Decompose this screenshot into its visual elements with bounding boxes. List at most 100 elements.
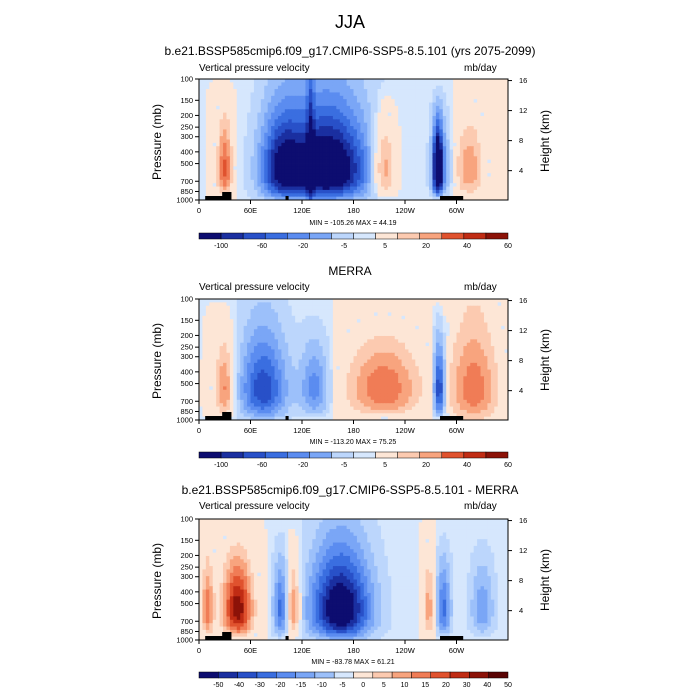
field-cell [253,152,258,157]
field-cell [319,159,323,164]
field-cell [391,173,396,177]
field-cell [336,99,341,103]
field-cell [243,159,248,164]
field-cell [240,169,245,174]
field-cell [281,325,286,330]
y-tick-label: 700 [180,177,193,186]
field-cell [370,309,375,313]
field-cell [387,82,392,87]
field-cell [473,132,478,137]
field-cell [380,166,385,171]
field-cell [356,89,361,93]
field-cell [425,193,430,198]
field-cell [223,325,227,330]
field-cell [456,312,461,317]
field-cell [353,315,358,320]
field-cell [367,196,372,201]
field-cell [377,112,382,117]
field-cell [483,196,488,201]
field-cell [209,329,214,334]
field-cell [504,352,509,357]
field-cell [308,112,313,117]
colorbar-box [419,232,443,240]
field-cell [284,132,289,137]
field-cell [418,166,423,171]
field-cell [405,166,409,171]
field-cell [387,356,392,360]
field-cell [504,322,509,327]
field-cell [315,119,320,124]
field-cell [322,173,327,177]
field-cell [456,299,461,303]
field-cell [243,183,248,187]
field-cell [387,122,392,127]
field-cell [274,102,279,107]
field-cell [367,339,372,344]
field-cell [459,95,464,100]
field-cell [199,312,203,317]
field-cell [353,146,358,150]
field-cell [346,105,351,110]
field-cell [250,346,255,350]
field-cell [456,129,461,134]
field-cell [302,309,306,313]
field-cell [401,82,406,87]
field-cell [446,139,451,144]
field-cell [226,139,231,144]
field-cell [302,139,306,144]
field-cell [288,352,293,357]
field-cell [322,79,327,83]
field-cell [295,346,299,350]
field-cell [449,149,454,154]
field-cell [240,79,245,83]
field-cell [377,342,382,347]
field-cell [291,179,296,184]
field-cell [343,179,348,184]
field-cell [250,322,255,327]
field-cell [432,95,437,100]
field-cell [260,126,265,130]
field-cell [470,322,475,327]
field-cell [298,339,303,344]
field-cell [425,152,430,157]
field-cell [219,122,224,127]
field-cell [377,312,382,317]
field-cell [401,159,406,164]
field-cell [477,329,481,334]
field-cell [456,126,461,130]
field-cell [425,112,430,117]
field-cell [501,335,505,340]
field-cell [483,302,488,307]
field-cell [459,159,464,164]
field-cell [274,186,279,191]
field-cell [391,82,396,87]
field-cell [274,352,279,357]
field-cell [329,152,334,157]
field-cell [470,115,475,120]
field-cell [346,186,351,191]
field-cell [466,142,471,147]
field-cell [401,126,406,130]
field-cell [219,359,224,364]
field-cell [346,312,351,317]
field-cell [439,89,444,93]
field-cell [223,139,227,144]
field-cell [209,129,214,134]
field-cell [277,166,282,171]
field-cell [477,156,481,161]
field-cell [339,163,344,167]
field-cell [387,136,392,140]
field-cell [343,139,348,144]
field-cell [233,99,238,103]
field-cell [367,139,372,144]
field-cell [387,149,392,154]
field-cell [377,146,382,150]
field-cell [422,115,426,120]
field-cell [281,352,286,357]
field-cell [315,109,320,114]
field-cell [377,335,382,340]
field-cell [295,92,299,97]
field-cell [219,169,224,174]
field-cell [408,186,413,191]
field-cell [370,329,375,334]
